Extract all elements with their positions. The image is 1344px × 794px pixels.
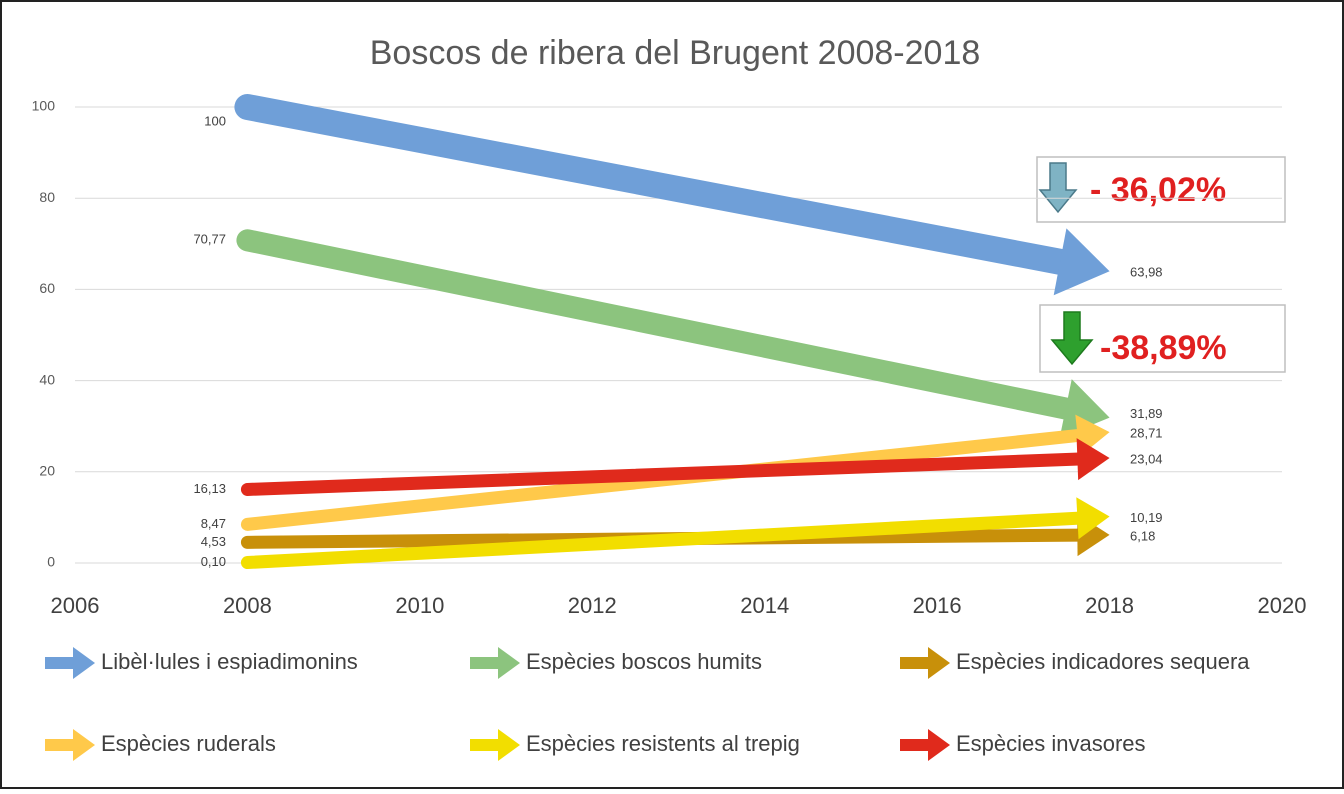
series-line (234, 94, 1076, 276)
legend-label: Libèl·lules i espiadimonins (101, 649, 358, 674)
legend-label: Espècies indicadores sequera (956, 649, 1250, 674)
legend-label: Espècies invasores (956, 731, 1146, 756)
legend-swatch (470, 729, 520, 761)
arrow-head (1076, 438, 1110, 481)
value-label: 63,98 (1130, 265, 1163, 280)
x-tick-label: 2006 (51, 593, 100, 618)
x-tick-label: 2014 (740, 593, 789, 618)
value-label: 8,47 (201, 516, 226, 531)
legend-swatch (900, 729, 950, 761)
x-tick-label: 2012 (568, 593, 617, 618)
annotation-box (1039, 304, 1286, 373)
legend-swatch (45, 729, 95, 761)
y-tick-label: 40 (39, 371, 55, 387)
y-tick-label: 100 (32, 98, 56, 114)
x-tick-label: 2008 (223, 593, 272, 618)
y-tick-label: 60 (39, 280, 55, 296)
annotation: - 36,02% (1090, 171, 1226, 209)
value-label: 100 (204, 113, 226, 128)
value-label: 0,10 (201, 554, 226, 569)
value-label: 31,89 (1130, 406, 1163, 421)
y-tick-label: 20 (39, 463, 55, 479)
series-line (236, 229, 1079, 420)
arrow-head (1053, 228, 1110, 296)
value-label: 23,04 (1130, 451, 1163, 466)
annotation-box (1036, 156, 1286, 223)
y-tick-label: 80 (39, 189, 55, 205)
legend-label: Espècies resistents al trepig (526, 731, 800, 756)
x-tick-label: 2018 (1085, 593, 1134, 618)
chart-title: Boscos de ribera del Brugent 2008-2018 (370, 34, 981, 72)
value-label: 4,53 (201, 534, 226, 549)
legend-swatch (900, 647, 950, 679)
arrow-head (1076, 497, 1110, 540)
legend-label: Espècies ruderals (101, 731, 276, 756)
arrow-head (1059, 379, 1110, 438)
x-tick-label: 2016 (913, 593, 962, 618)
x-tick-label: 2010 (395, 593, 444, 618)
value-label: 10,19 (1130, 510, 1163, 525)
x-tick-label: 2020 (1258, 593, 1307, 618)
series-line (240, 511, 1086, 570)
value-label: 70,77 (193, 232, 226, 247)
y-tick-label: 0 (47, 554, 55, 570)
legend-swatch (45, 647, 95, 679)
legend-swatch (470, 647, 520, 679)
series-line (240, 452, 1086, 496)
down-arrow-icon (1038, 162, 1078, 214)
value-label: 16,13 (193, 481, 226, 496)
down-arrow-icon (1050, 311, 1094, 366)
legend-label: Espècies boscos humits (526, 649, 762, 674)
value-label: 6,18 (1130, 528, 1155, 543)
value-label: 28,71 (1130, 426, 1163, 441)
annotation: -38,89% (1100, 329, 1227, 367)
